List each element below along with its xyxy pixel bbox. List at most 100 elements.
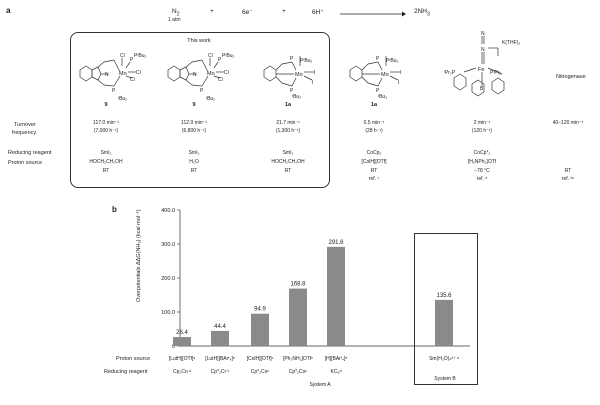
compound-4-tof-per-hour: (28 h⁻¹) bbox=[365, 128, 383, 134]
bar-1 bbox=[173, 337, 191, 346]
bar-value-label-4: 168.8 bbox=[290, 282, 306, 288]
compound-3-tof-per-hour: (1,300 h⁻¹) bbox=[275, 128, 301, 134]
x-reductant-3: Cp*₂Coᶜ bbox=[250, 369, 270, 375]
compound-2-tof-per-hour: (6,800 h⁻¹) bbox=[181, 128, 207, 134]
nitrogenase-label: Nitrogenase bbox=[556, 74, 586, 80]
compound-1a-ref-structure: Mo I I P P bbox=[349, 56, 401, 94]
x-proton-source-4: [Ph₂NH₂]OTfᶜ bbox=[282, 356, 314, 362]
svg-text:B: B bbox=[480, 86, 484, 92]
compound-5-reference: ref. ⁶ bbox=[476, 176, 488, 182]
equation-plus-1: + bbox=[210, 8, 214, 15]
svg-text:Mo: Mo bbox=[119, 71, 127, 77]
compound-3-temperature: RT bbox=[284, 168, 292, 174]
compound-3-tof: 21.7 min⁻¹ bbox=[276, 120, 300, 126]
svg-text:P: P bbox=[376, 88, 380, 94]
bar-6 bbox=[435, 299, 453, 346]
x-proton-source-6: Sm(H₂O)ₙ²⁺ ᵈ bbox=[429, 356, 459, 362]
compound-4-reductant: CoCp₂ bbox=[366, 150, 382, 156]
bar-value-label-1: 26.4 bbox=[176, 330, 188, 336]
bar-value-label-3: 94.9 bbox=[254, 307, 266, 313]
svg-text:P: P bbox=[290, 56, 294, 62]
x-reductant-1: Cp₂Co ᵃ bbox=[173, 369, 191, 375]
compound-6-temperature: RT bbox=[564, 168, 572, 174]
svg-text:Cl: Cl bbox=[224, 70, 229, 76]
y-tick-label-3: 300.0 bbox=[161, 242, 175, 248]
row-label-reductant: Reducing reagent bbox=[8, 150, 52, 156]
x-reductant-5: KC₈ᵈ bbox=[330, 369, 342, 375]
compound-5-tof: 2 min⁻¹ bbox=[473, 120, 491, 126]
svg-text:Mo: Mo bbox=[207, 71, 215, 77]
svg-text:N: N bbox=[193, 72, 197, 78]
x-proton-source-1: [LutH][OTf]ᵃ bbox=[168, 356, 196, 362]
compound-1-temperature: RT bbox=[102, 168, 110, 174]
compound-3-proton-source: HOCH₂CH₂OH bbox=[271, 159, 305, 165]
x-proton-source-3: [ColH][OTf]ᶜ bbox=[246, 356, 274, 362]
compound-1-tof: 117.0 min⁻¹ bbox=[93, 120, 119, 126]
fe-complex-ligand-left: ⁱPr₂P bbox=[444, 70, 456, 76]
compound-id-4: 1a bbox=[370, 102, 378, 108]
bar-value-label-2: 44.4 bbox=[214, 324, 226, 330]
compound-5-reductant: CoCp*₂ bbox=[473, 150, 491, 156]
svg-text:N: N bbox=[481, 47, 485, 53]
compound-4-tof: 0.5 min⁻¹ bbox=[363, 120, 385, 126]
svg-text:I: I bbox=[398, 80, 399, 86]
compound-id-1: 9 bbox=[104, 102, 108, 108]
bar-5 bbox=[327, 246, 345, 346]
row-label-tof-1: Turnover bbox=[14, 122, 36, 128]
compound-2-tof: 112.9 min⁻¹ bbox=[181, 120, 207, 126]
svg-text:P: P bbox=[200, 88, 204, 94]
svg-text:Cl: Cl bbox=[120, 53, 125, 59]
y-tick-label-2: 200.0 bbox=[161, 276, 175, 282]
y-tick-label-4: 400.0 bbox=[161, 208, 175, 214]
y-tick-label-0: 0 bbox=[172, 344, 175, 350]
this-work-title: This work bbox=[187, 38, 211, 44]
svg-text:Mo: Mo bbox=[295, 72, 303, 78]
fe-complex-counterion: K(THF)₃ bbox=[502, 40, 521, 46]
equation-atm: 1 atm bbox=[168, 17, 181, 23]
bar-value-label-5: 291.6 bbox=[328, 240, 344, 246]
bar-4 bbox=[289, 288, 307, 346]
fe-complex-structure: N N Fe B bbox=[453, 31, 505, 97]
row-label-tof-2: frequency bbox=[12, 130, 37, 136]
panel-b-label: b bbox=[112, 205, 117, 214]
compound-9b-ligand-top: PᵗBu₂ bbox=[222, 53, 235, 59]
compound-3-reductant: SmI₂ bbox=[282, 150, 294, 156]
compound-id-2: 9 bbox=[192, 102, 196, 108]
svg-text:N: N bbox=[105, 72, 109, 78]
svg-text:I: I bbox=[314, 70, 315, 76]
compound-9b-structure: N Mo P Cl Cl Cl P bbox=[167, 53, 229, 94]
x-proton-source-2: [LutH][BArᶠ₄]ᵇ bbox=[205, 356, 235, 362]
svg-text:Cl: Cl bbox=[218, 77, 223, 83]
compound-9-structure: N Mo P Cl Cl Cl P bbox=[79, 53, 141, 94]
fe-complex-ligand-right: PⁱPr₂ bbox=[490, 70, 502, 76]
compound-1a-structure: Mo I I P P bbox=[263, 56, 315, 94]
compound-1-proton-source: HOCH₂CH₂OH bbox=[89, 159, 123, 165]
compound-5-temperature: −78 °C bbox=[474, 168, 490, 174]
equation-product: 2NH3 bbox=[414, 8, 430, 18]
equation-plus-2: + bbox=[282, 8, 286, 15]
svg-text:Cl: Cl bbox=[208, 53, 213, 59]
equation-n2: N2 bbox=[172, 8, 180, 18]
svg-text:P: P bbox=[112, 88, 116, 94]
row-label-b-proton: Proton source bbox=[116, 356, 151, 362]
bar-3 bbox=[251, 313, 269, 346]
panel-a-label: a bbox=[6, 6, 11, 15]
system-b-box bbox=[414, 233, 478, 385]
compound-9b-ligand-bottom: ᵗBu₂ bbox=[206, 96, 216, 102]
svg-text:Cl: Cl bbox=[130, 77, 135, 83]
svg-text:P: P bbox=[290, 88, 294, 94]
bar-value-label-6: 135.6 bbox=[436, 293, 452, 299]
compound-2-temperature: RT bbox=[190, 168, 198, 174]
system-b-label: System B bbox=[434, 376, 456, 382]
compound-1-tof-per-hour: (7,000 h⁻¹) bbox=[93, 128, 119, 134]
y-axis-label: Overpotentials ΔΔG(NH₃) (kcal mol⁻¹) bbox=[136, 209, 142, 302]
compound-5-proton-source: [H₂NPh₂]OTf bbox=[467, 159, 497, 165]
compound-1a-ligand-top: PᵗBu₂ bbox=[300, 58, 313, 64]
compound-9-ligand-bottom: ᵗBu₂ bbox=[118, 96, 128, 102]
svg-text:N: N bbox=[481, 31, 485, 37]
compound-2-reductant: SmI₂ bbox=[188, 150, 200, 156]
compound-2-proton-source: H₂O bbox=[189, 159, 199, 165]
svg-text:Fe: Fe bbox=[478, 67, 484, 73]
svg-text:P: P bbox=[376, 56, 380, 62]
equation-protons: 6H⁺ bbox=[312, 9, 324, 16]
